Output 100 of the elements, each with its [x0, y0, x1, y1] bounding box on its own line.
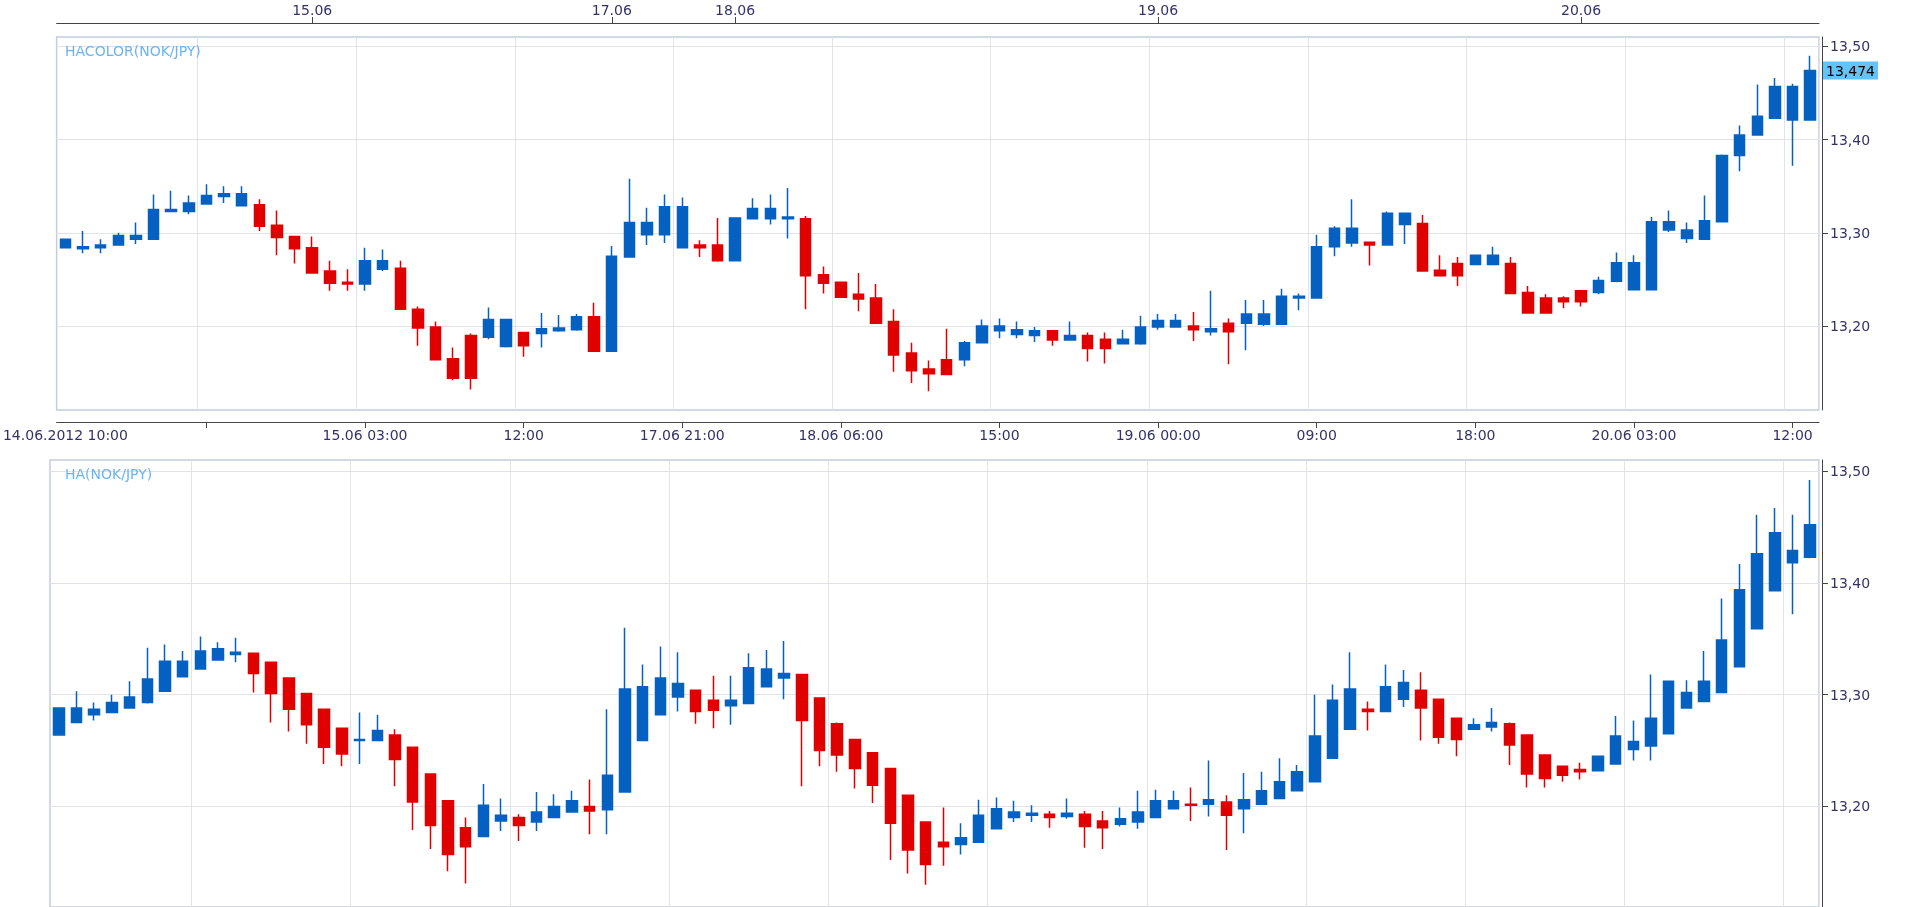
x-tick-label: 20.06 03:00 — [1591, 427, 1677, 443]
candlestick — [1803, 54, 1817, 121]
candlestick — [517, 331, 530, 358]
candlestick — [884, 767, 897, 861]
candlestick — [869, 283, 883, 325]
candlestick — [901, 794, 915, 875]
candlestick — [887, 308, 900, 373]
candlestick — [1308, 693, 1322, 783]
candlestick — [406, 746, 419, 831]
candlestick — [640, 206, 654, 246]
candlestick — [1010, 320, 1024, 339]
candlestick — [937, 806, 950, 867]
candlestick — [429, 320, 442, 362]
text: 13,474 — [1826, 62, 1876, 79]
candlestick — [300, 692, 313, 745]
candlestick — [1414, 671, 1428, 742]
candlestick — [247, 652, 260, 694]
candlestick — [1520, 734, 1534, 789]
chart-title: HACOLOR(NOK/JPY) — [65, 43, 201, 59]
candlestick — [394, 260, 407, 311]
candlestick — [1255, 771, 1268, 805]
candlestick — [1204, 289, 1218, 337]
candlestick — [993, 317, 1006, 339]
x-tick-label: 17.06 21:00 — [639, 427, 725, 443]
candlestick — [795, 673, 809, 788]
candlestick — [1503, 721, 1516, 766]
candlestick — [264, 661, 278, 724]
candlestick — [1557, 295, 1570, 310]
candlestick — [623, 177, 636, 258]
candlestick — [1715, 153, 1729, 223]
candlestick — [70, 690, 83, 724]
candlestick — [1397, 669, 1410, 708]
candlestick — [441, 800, 455, 872]
candlestick — [689, 689, 702, 725]
y-tick-label: 13,50 — [1830, 38, 1871, 55]
candlestick — [1273, 757, 1286, 800]
candlestick — [1363, 241, 1376, 267]
candlestick — [760, 649, 773, 688]
x-tick-label: 12:00 — [503, 427, 544, 443]
candlestick — [1627, 719, 1640, 762]
candlestick — [1237, 772, 1251, 834]
candlestick — [323, 260, 337, 292]
candlestick — [499, 318, 513, 349]
x-tick-label: 09:00 — [1296, 427, 1337, 443]
candlestick — [975, 318, 989, 344]
candlestick — [1750, 514, 1764, 630]
candlestick — [229, 636, 242, 664]
y-tick-label: 13,20 — [1830, 798, 1871, 815]
candlestick — [764, 193, 777, 226]
candlestick — [1786, 514, 1799, 615]
candlestick — [1573, 762, 1587, 781]
candlestick — [1591, 755, 1605, 772]
candlestick — [866, 752, 879, 804]
candlestick — [746, 197, 759, 220]
candlestick — [605, 245, 618, 352]
candlestick — [1662, 209, 1676, 233]
candlestick — [848, 738, 862, 790]
candlestick — [282, 677, 296, 733]
candlestick — [781, 187, 795, 240]
candlestick — [1131, 790, 1145, 830]
candlestick — [1467, 717, 1481, 731]
candlestick — [94, 238, 107, 255]
candlestick — [813, 697, 826, 767]
candlestick — [1680, 679, 1693, 709]
candlestick — [940, 328, 953, 376]
candlestick — [1096, 810, 1109, 850]
candlestick — [658, 193, 671, 244]
candlestick — [1803, 479, 1817, 560]
candlestick — [1007, 800, 1021, 823]
candlestick — [158, 643, 172, 693]
candlestick — [777, 640, 791, 700]
candlestick — [1416, 214, 1429, 272]
candlestick — [1697, 650, 1711, 703]
candlestick — [424, 773, 437, 850]
candlestick — [358, 247, 372, 292]
candlestick — [411, 305, 425, 347]
candlestick — [724, 674, 738, 726]
candlestick — [1063, 320, 1077, 341]
candlestick — [1187, 311, 1200, 342]
candlestick — [1240, 299, 1253, 352]
candlestick — [217, 185, 231, 204]
candlestick — [958, 340, 971, 367]
candlestick — [105, 693, 119, 714]
candlestick — [1222, 317, 1235, 366]
candlestick — [446, 346, 460, 381]
candlestick — [477, 783, 490, 838]
text: 19.06 — [1138, 2, 1179, 18]
candlestick — [547, 793, 561, 819]
candlestick — [905, 342, 918, 384]
candlestick — [147, 193, 160, 241]
x-tick-label: 19.06 00:00 — [1115, 427, 1201, 443]
candlestick — [552, 314, 566, 333]
candlestick — [194, 635, 207, 670]
text: 17.06 — [591, 2, 632, 18]
candlestick — [972, 798, 985, 843]
candlestick — [141, 646, 154, 705]
candlestick — [1167, 790, 1180, 810]
candlestick — [494, 797, 508, 832]
candlestick — [1114, 806, 1127, 828]
candlestick — [587, 302, 601, 352]
